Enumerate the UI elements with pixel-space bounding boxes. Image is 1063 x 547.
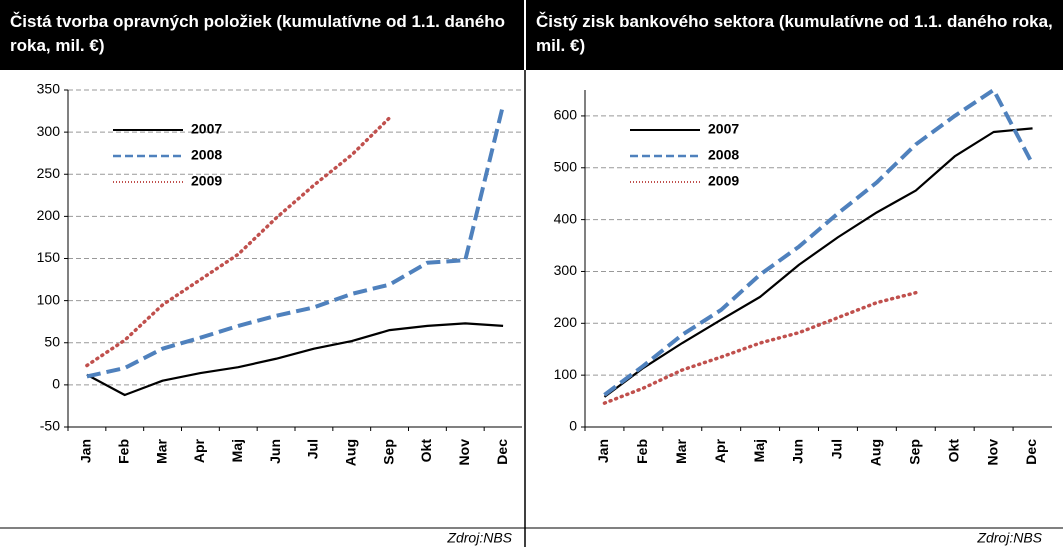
y-tick-label: 600	[554, 107, 578, 123]
x-tick-label: Feb	[115, 439, 131, 464]
series-line	[602, 290, 918, 405]
x-tick-label: Sep	[380, 439, 396, 465]
x-tick-label: Jun	[267, 439, 283, 464]
series-line	[603, 88, 1035, 397]
y-tick-label: 100	[37, 291, 61, 307]
y-tick-label: 400	[554, 210, 578, 226]
x-tick-label: Mar	[153, 438, 169, 463]
x-tick-label: Okt	[945, 439, 961, 463]
x-tick-label: Dec	[494, 439, 510, 465]
y-tick-label: 300	[37, 123, 61, 139]
x-tick-label: Aug	[342, 439, 358, 466]
x-tick-label: Nov	[456, 439, 472, 466]
legend-label: 2007	[708, 121, 739, 137]
x-tick-label: Feb	[634, 439, 650, 464]
x-tick-label: Jun	[790, 439, 806, 464]
x-tick-label: Jul	[829, 439, 845, 459]
x-tick-label: Maj	[751, 439, 767, 462]
x-tick-label: Jan	[595, 439, 611, 463]
x-tick-label: Mar	[673, 438, 689, 463]
series-line	[86, 104, 506, 379]
x-tick-label: Jan	[78, 439, 94, 463]
legend-label: 2009	[191, 173, 222, 189]
x-tick-label: Apr	[191, 438, 207, 463]
y-tick-label: -50	[40, 418, 60, 434]
y-tick-label: 0	[569, 418, 577, 434]
y-tick-label: 350	[37, 81, 61, 97]
chart-title: Čistá tvorba opravných položiek (kumulat…	[0, 0, 524, 70]
x-tick-label: Dec	[1023, 439, 1039, 465]
series-line	[603, 127, 1033, 398]
y-tick-label: 0	[52, 376, 60, 392]
source: Zdroj:NBS	[446, 530, 512, 546]
legend-label: 2008	[708, 147, 739, 163]
y-tick-label: 300	[554, 262, 578, 278]
series-line	[86, 322, 504, 397]
y-tick-label: 200	[554, 314, 578, 330]
y-tick-label: 150	[37, 249, 61, 265]
source: Zdroj:NBS	[976, 530, 1042, 546]
chart-title: Čistý zisk bankového sektora (kumulatívn…	[526, 0, 1063, 70]
x-tick-label: Apr	[712, 438, 728, 463]
series-line	[85, 116, 392, 368]
legend-label: 2007	[191, 121, 222, 137]
x-tick-label: Okt	[418, 439, 434, 463]
x-tick-label: Nov	[984, 439, 1000, 466]
y-tick-label: 250	[37, 165, 61, 181]
x-tick-label: Sep	[906, 439, 922, 465]
y-tick-label: 200	[37, 207, 61, 223]
legend-label: 2009	[708, 173, 739, 189]
x-tick-label: Jul	[305, 439, 321, 459]
x-tick-label: Maj	[229, 439, 245, 462]
y-tick-label: 100	[554, 366, 578, 382]
legend-label: 2008	[191, 147, 222, 163]
y-tick-label: 50	[44, 333, 60, 349]
x-tick-label: Aug	[868, 439, 884, 466]
y-tick-label: 500	[554, 158, 578, 174]
